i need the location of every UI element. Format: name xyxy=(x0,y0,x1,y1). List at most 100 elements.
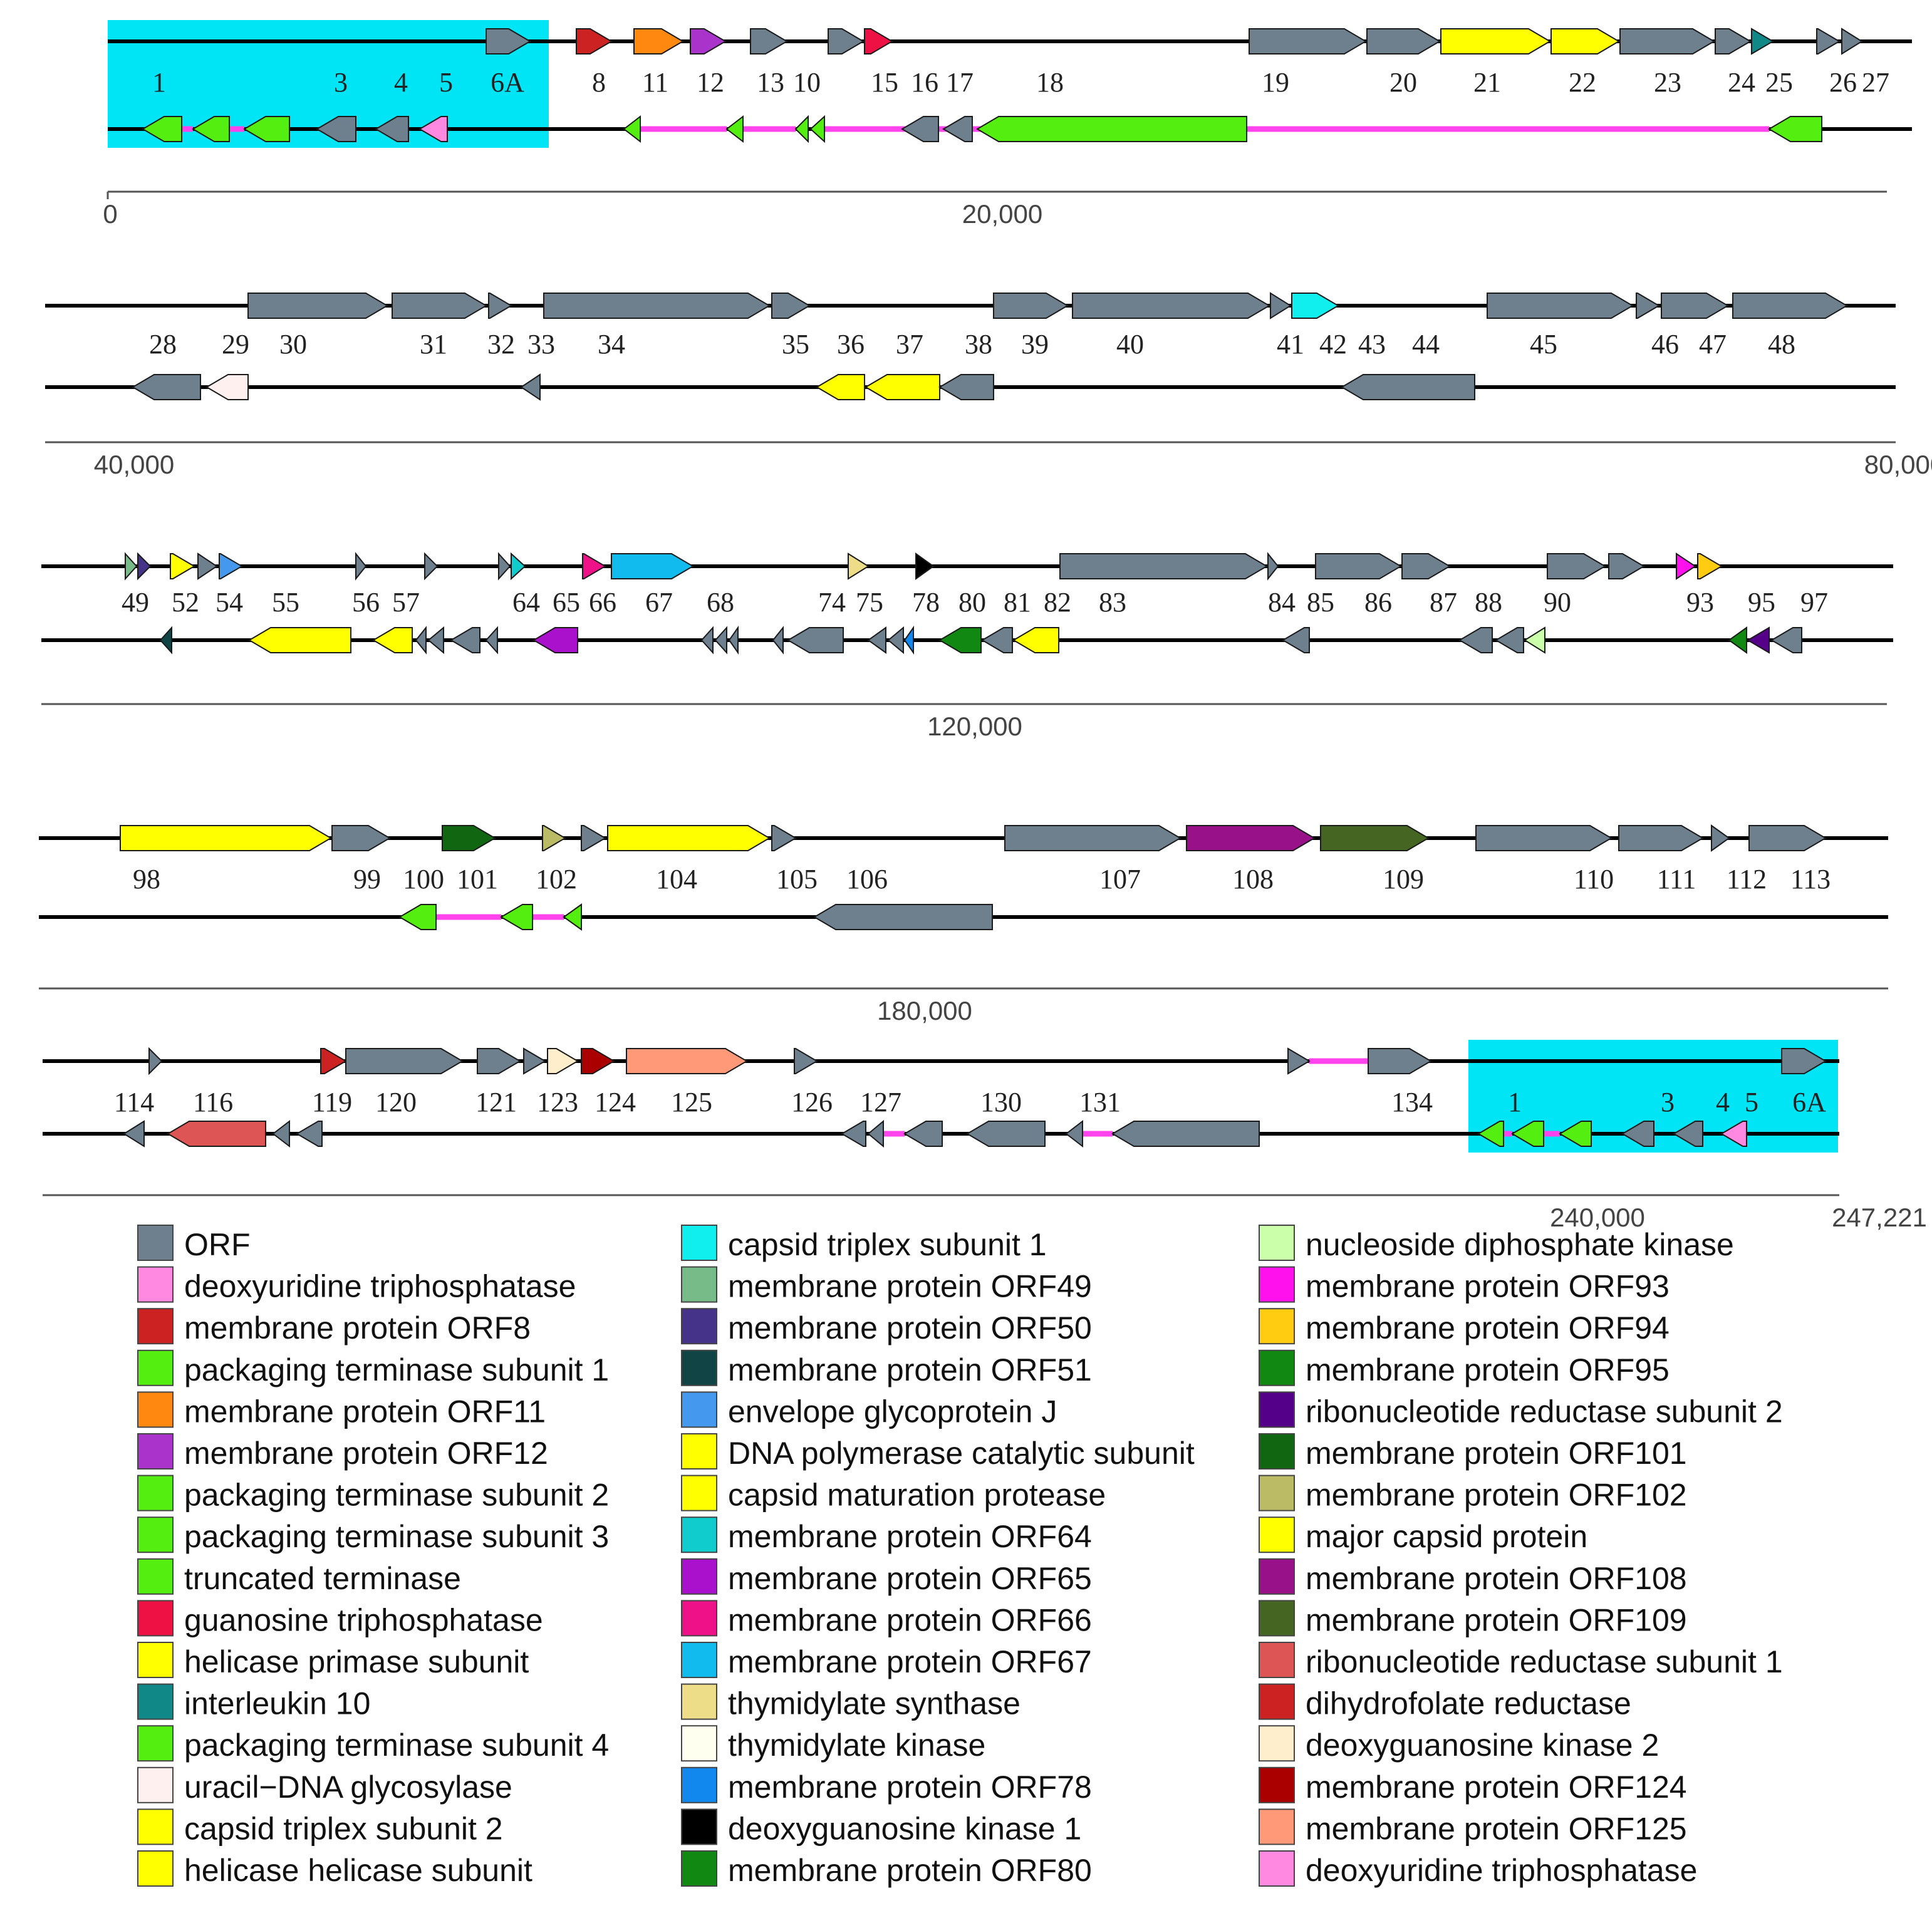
legend-label: helicase helicase subunit xyxy=(184,1853,532,1888)
gene-arrow xyxy=(865,374,940,400)
legend-label: thymidylate kinase xyxy=(728,1728,985,1763)
gene-arrow xyxy=(1747,626,1770,654)
legend-item: membrane protein ORF101 xyxy=(1259,1433,1687,1471)
legend-item: major capsid protein xyxy=(1259,1516,1587,1554)
gene-number-label: 82 xyxy=(1044,587,1071,618)
legend-label: membrane protein ORF124 xyxy=(1306,1770,1687,1805)
gene-arrow xyxy=(1320,825,1430,851)
gene-arrow xyxy=(1287,1047,1311,1075)
legend-label: ORF xyxy=(184,1227,251,1262)
gene-arrow xyxy=(981,627,1013,653)
legend-item: membrane protein ORF78 xyxy=(681,1766,1092,1805)
legend-label: membrane protein ORF12 xyxy=(184,1436,548,1471)
legend-swatch xyxy=(1259,1850,1295,1887)
gene-number-label: 1 xyxy=(152,67,166,98)
gene-arrow xyxy=(159,626,172,655)
legend-item: membrane protein ORF11 xyxy=(137,1391,546,1429)
gene-number-label: 56 xyxy=(352,587,380,618)
gene-number-label: 22 xyxy=(1569,67,1596,98)
gene-arrow xyxy=(771,293,811,319)
gene-arrow xyxy=(197,552,218,580)
gene-number-label: 36 xyxy=(837,329,865,360)
gene-number-label: 93 xyxy=(1686,587,1714,618)
gene-number-label: 40 xyxy=(1116,329,1144,360)
legend-swatch xyxy=(1259,1516,1295,1553)
gene-number-label: 114 xyxy=(114,1087,154,1117)
legend-swatch xyxy=(1259,1475,1295,1511)
gene-arrow xyxy=(500,904,533,930)
gene-arrow xyxy=(488,293,512,319)
gene-arrow xyxy=(750,28,788,54)
legend-swatch xyxy=(681,1308,717,1345)
legend-label: interleukin 10 xyxy=(184,1686,370,1721)
gene-number-label: 46 xyxy=(1651,329,1679,360)
legend-swatch xyxy=(1259,1558,1295,1595)
gene-number-label: 29 xyxy=(222,329,249,360)
legend-label: DNA polymerase catalytic subunit xyxy=(728,1436,1195,1471)
gene-arrow xyxy=(1770,627,1802,653)
gene-number-label: 66 xyxy=(589,587,616,618)
legend-label: membrane protein ORF50 xyxy=(728,1310,1092,1345)
gene-number-label: 17 xyxy=(946,67,974,98)
gene-number-label: 121 xyxy=(475,1087,517,1117)
gene-arrow xyxy=(372,627,413,653)
gene-arrow xyxy=(901,116,939,142)
legend-item: guanosine triphosphatase xyxy=(137,1600,543,1637)
gene-number-label: 130 xyxy=(980,1087,1022,1117)
legend-swatch xyxy=(137,1808,174,1845)
legend-swatch xyxy=(681,1850,717,1887)
gene-number-label: 109 xyxy=(1383,864,1424,894)
legend-item: helicase helicase subunit xyxy=(137,1850,532,1888)
gene-arrow xyxy=(563,903,582,931)
legend-item: membrane protein ORF95 xyxy=(1259,1349,1670,1387)
legend-label: capsid maturation protease xyxy=(728,1478,1106,1513)
legend-label: packaging terminase subunit 4 xyxy=(184,1728,609,1763)
legend-label: thymidylate synthase xyxy=(728,1686,1021,1721)
gene-arrow xyxy=(1495,627,1524,653)
scale-label: 80,000 xyxy=(1864,450,1932,479)
gene-arrow xyxy=(1282,627,1310,653)
gene-arrow xyxy=(1111,1121,1260,1147)
legend-label: capsid triplex subunit 1 xyxy=(728,1227,1047,1262)
gene-arrow xyxy=(137,552,152,581)
legend-swatch xyxy=(137,1391,174,1428)
gene-number-label: 88 xyxy=(1475,587,1502,618)
legend-swatch xyxy=(681,1683,717,1720)
scale-label: 180,000 xyxy=(877,996,972,1025)
legend-item: thymidylate kinase xyxy=(681,1725,985,1763)
gene-arrow xyxy=(809,115,825,143)
gene-number-label: 65 xyxy=(553,587,580,618)
legend-item: deoxyuridine triphosphatase xyxy=(1259,1850,1697,1888)
legend-swatch xyxy=(137,1308,174,1345)
gene-arrow xyxy=(582,553,606,579)
legend-swatch xyxy=(137,1225,174,1261)
legend-swatch xyxy=(1259,1266,1295,1303)
legend-item: interleukin 10 xyxy=(137,1683,370,1721)
legend-item: thymidylate synthase xyxy=(681,1683,1021,1721)
gene-number-label: 4 xyxy=(1716,1087,1730,1117)
legend-swatch xyxy=(137,1475,174,1511)
gene-number-label: 19 xyxy=(1262,67,1289,98)
gene-number-label: 34 xyxy=(598,329,625,360)
gene-number-label: 105 xyxy=(776,864,818,894)
gene-number-label: 10 xyxy=(793,67,821,98)
legend-item: membrane protein ORF64 xyxy=(681,1516,1092,1554)
gene-number-label: 57 xyxy=(392,587,420,618)
legend-item: membrane protein ORF108 xyxy=(1259,1558,1687,1596)
gene-arrow xyxy=(1487,293,1634,319)
legend-swatch xyxy=(137,1600,174,1637)
legend-item: ribonucleotide reductase subunit 2 xyxy=(1259,1391,1783,1429)
legend-item: membrane protein ORF124 xyxy=(1259,1766,1687,1805)
gene-arrow xyxy=(1618,825,1704,851)
scale-label: 20,000 xyxy=(962,199,1042,229)
legend-item: dihydrofolate reductase xyxy=(1259,1683,1631,1721)
legend-label: membrane protein ORF51 xyxy=(728,1352,1092,1387)
gene-arrow xyxy=(966,1121,1046,1147)
gene-arrow xyxy=(1781,1048,1827,1074)
gene-arrow xyxy=(442,825,496,851)
legend-item: capsid maturation protease xyxy=(681,1475,1106,1513)
gene-number-label: 32 xyxy=(487,329,515,360)
legend-label: guanosine triphosphatase xyxy=(184,1602,543,1637)
legend-label: packaging terminase subunit 2 xyxy=(184,1478,609,1513)
gene-number-label: 35 xyxy=(782,329,809,360)
